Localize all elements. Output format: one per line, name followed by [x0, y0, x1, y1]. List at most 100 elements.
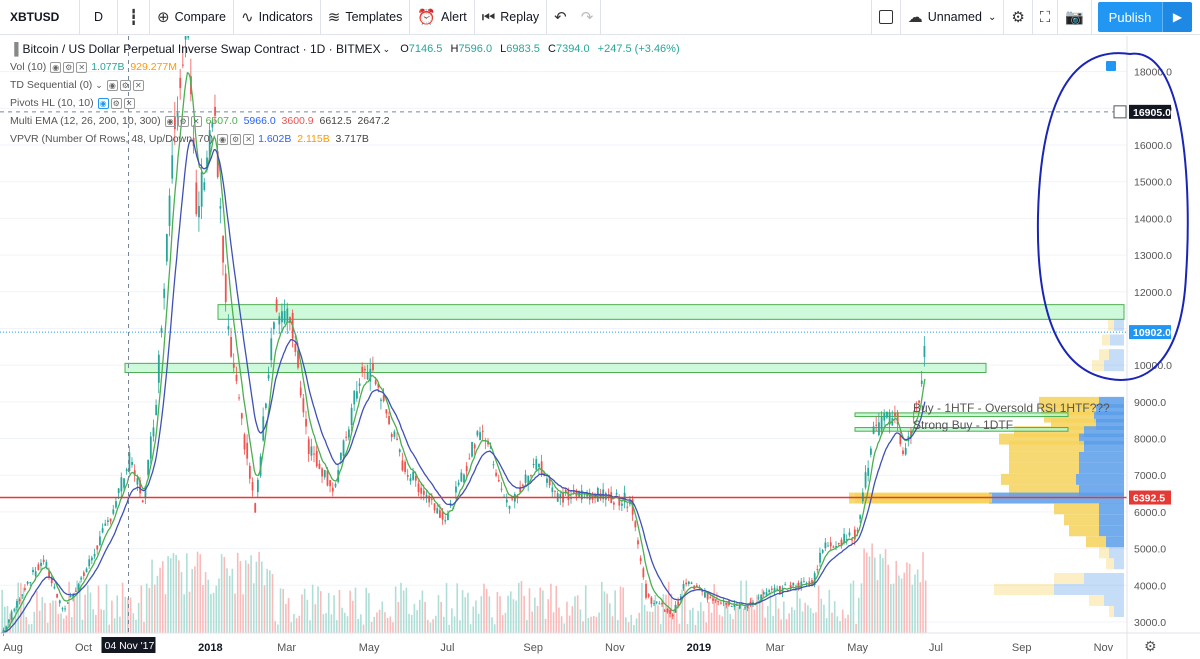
candle-body — [380, 399, 382, 401]
vpvr-down-bar — [1104, 594, 1124, 606]
indicator-buttons[interactable]: ◉ ⚙ ✕ — [217, 133, 255, 145]
volume-bar — [496, 591, 499, 633]
volume-bar — [386, 617, 389, 633]
interval-label: D — [93, 10, 104, 24]
undo-button[interactable]: ↶ — [547, 0, 574, 35]
interval-selector[interactable]: D — [80, 0, 118, 35]
legend-indicator-ema[interactable]: Multi EMA (12, 26, 200, 10, 300) ◉ ⚙ ✕ 650… — [10, 112, 680, 130]
time-tick-label: Jul — [929, 642, 943, 654]
redo-button[interactable]: ↷ — [574, 0, 602, 35]
candle-body — [128, 452, 131, 472]
volume-bar — [611, 616, 614, 633]
vpvr-up-bar — [1009, 462, 1079, 474]
time-tick-label: Nov — [1094, 642, 1114, 654]
indicator-buttons[interactable]: ◉ ⚙ ✕ — [97, 97, 135, 109]
volume-bar — [542, 590, 544, 633]
volume-bar — [116, 595, 119, 633]
candle-body — [867, 467, 870, 476]
indicator-buttons[interactable]: ◉ ⚙ ✕ — [50, 61, 88, 73]
candle-body — [696, 585, 698, 587]
volume-bar — [895, 560, 898, 633]
volume-bar — [815, 612, 817, 633]
volume-bar — [199, 554, 202, 633]
candle-body — [730, 606, 733, 608]
vpvr-down-bar — [1096, 404, 1124, 416]
replay-button[interactable]: ⏮ Replay — [475, 0, 548, 35]
volume-bar — [143, 621, 145, 633]
legend-indicator-td[interactable]: TD Sequential (0) ⌄ ◉ ⚙ ✕ — [10, 76, 680, 94]
volume-bar — [178, 560, 180, 633]
publish-button[interactable]: Publish — [1098, 2, 1162, 32]
time-tick-label: May — [847, 642, 868, 654]
candle-body — [339, 452, 342, 460]
candle-body — [837, 543, 840, 545]
candle-body — [749, 601, 752, 604]
indicator-buttons[interactable]: ◉ ⚙ ✕ — [164, 115, 202, 127]
low-value: 6983.5 — [506, 43, 540, 55]
volume-bar — [509, 591, 512, 633]
fullscreen-checkbox[interactable] — [870, 0, 901, 35]
candle-body — [24, 588, 26, 591]
volume-bar — [204, 572, 207, 633]
publish-menu-button[interactable]: ▶ — [1162, 2, 1192, 32]
candle-body — [222, 235, 224, 263]
volume-bar — [426, 620, 429, 633]
alert-button[interactable]: ⏰ Alert — [410, 0, 475, 35]
gear-icon: ⚙ — [230, 133, 242, 145]
volume-bar — [263, 585, 266, 633]
volume-bar — [405, 587, 408, 633]
volume-bar — [191, 569, 194, 633]
legend-indicator-vol[interactable]: Vol (10) ◉ ⚙ ✕ 1.077B 929.277M — [10, 58, 680, 76]
volume-bar — [651, 611, 654, 633]
candle-body — [827, 545, 829, 547]
volume-bar — [665, 594, 667, 633]
candle-body — [299, 387, 302, 396]
settings-button[interactable]: ⚙ — [1004, 0, 1033, 35]
price-chart[interactable]: 18000.017000.016000.015000.014000.013000… — [0, 36, 1200, 659]
chart-type-button[interactable]: ┇ — [118, 0, 150, 35]
crosshair-time-label: 04 Nov '17 — [104, 640, 154, 652]
templates-button[interactable]: ≋ Templates — [321, 0, 411, 35]
volume-bar — [633, 624, 635, 633]
candle-body — [66, 602, 69, 604]
candle-body — [53, 586, 56, 589]
snapshot-button[interactable]: 📷 — [1058, 0, 1092, 35]
symbol-search[interactable]: XBTUSD — [0, 0, 80, 35]
volume-bar — [335, 620, 338, 633]
candle-body — [107, 520, 109, 522]
volume-bar — [242, 594, 244, 633]
support-price-label: 6392.5 — [1133, 493, 1165, 505]
indicators-button[interactable]: ∿ Indicators — [234, 0, 321, 35]
candles-layer — [2, 36, 926, 636]
volume-bar — [697, 611, 699, 633]
candle-body — [532, 464, 535, 466]
collapse-icon[interactable]: ▐ — [10, 42, 19, 56]
volume-bar — [689, 610, 691, 633]
legend-indicator-vpvr[interactable]: VPVR (Number Of Rows, 48, Up/Down, 70) ◉… — [10, 130, 680, 148]
vpvr-down-bar — [1076, 473, 1124, 485]
volume-bar — [574, 596, 576, 633]
candle-body — [409, 478, 412, 482]
volume-bar — [609, 603, 611, 633]
fullscreen-button[interactable]: ⛶ — [1033, 0, 1059, 35]
volume-bar — [852, 580, 855, 633]
chevron-down-icon[interactable]: ⌄ — [382, 44, 391, 54]
buy-zone — [854, 427, 1069, 432]
candle-body — [813, 573, 816, 585]
candle-body — [26, 581, 29, 584]
volume-bar — [683, 588, 686, 633]
candle-body — [658, 603, 661, 605]
candle-body — [307, 439, 310, 455]
annotation-buy-1htf[interactable]: Buy - 1HTF - Oversold RSI 1HTF??? — [913, 401, 1110, 415]
candle-body — [613, 502, 615, 505]
layout-selector[interactable]: ☁ Unnamed ⌄ — [901, 0, 1005, 35]
indicator-buttons[interactable]: ◉ ⚙ ✕ — [106, 79, 144, 91]
candle-body — [811, 580, 813, 586]
price-tick-label: 16000.0 — [1134, 140, 1172, 152]
volume-bar — [903, 572, 906, 633]
legend-indicator-pivots[interactable]: Pivots HL (10, 10) ◉ ⚙ ✕ — [10, 94, 680, 112]
volume-bar — [670, 593, 673, 633]
volume-bar — [635, 618, 638, 633]
compare-button[interactable]: ⊕ Compare — [150, 0, 234, 35]
annotation-strong-buy[interactable]: Strong Buy - 1DTF — [913, 418, 1014, 432]
